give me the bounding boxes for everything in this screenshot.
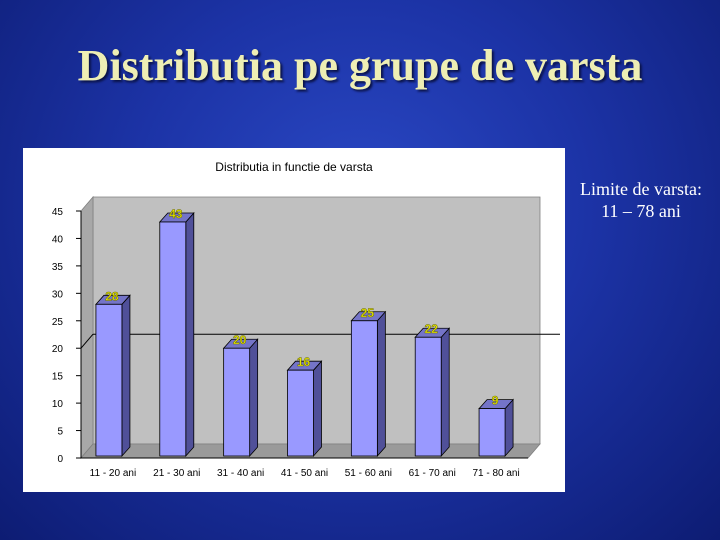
bar [414,327,451,458]
bar-side [376,310,386,458]
x-tick-label: 71 - 80 ani [472,468,519,479]
y-axis-ticks: 0 5 10 15 20 25 30 35 40 45 [52,207,81,465]
y-tick-label: 0 [57,454,63,465]
y-tick-label: 10 [52,399,64,410]
x-tick-label: 21 - 30 ani [153,468,200,479]
y-tick-label: 5 [57,427,63,438]
reference-gridline-side [80,333,94,349]
bar-front [159,221,187,457]
bar-side [313,360,322,458]
bar [478,398,514,458]
x-tick-label: 61 - 70 ani [409,468,456,479]
chart-panel: Distributia in functie de varsta 0 5 10 15 2… [23,148,565,492]
y-tick-label: 20 [52,344,64,355]
y-tick-label: 45 [52,207,64,218]
bar-side [185,211,195,458]
x-tick-label: 51 - 60 ani [345,468,392,479]
y-tick-label: 40 [52,234,64,245]
bar-side [121,294,131,458]
bars [95,211,514,458]
data-label: 9 [492,394,499,408]
y-tick-label: 35 [52,262,64,273]
chart-title: Distributia in functie de varsta [215,160,373,174]
data-label: 16 [297,355,311,369]
data-label: 22 [425,322,439,336]
data-labels: 28 43 20 16 25 22 9 [105,207,499,408]
y-tick-label: 25 [52,317,64,328]
bar-chart: Distributia in functie de varsta 0 5 10 15 2… [52,160,560,479]
age-limits-note: Limite de varsta: 11 – 78 ani [566,178,716,222]
x-axis-ticks: 11 - 20 ani 21 - 30 ani 31 - 40 ani 41 - 50… [90,468,520,479]
bar-front [287,369,314,457]
age-limits-label: Limite de varsta: [580,179,702,199]
age-limits-range: 11 – 78 ani [601,201,681,221]
x-tick-label: 41 - 50 ani [281,468,328,479]
x-tick-label: 11 - 20 ani [90,468,137,479]
data-label: 20 [233,333,247,347]
bar-front [350,320,378,457]
data-label: 25 [361,306,375,320]
bar-side [504,398,514,458]
bar [350,310,387,458]
bar [95,294,131,458]
bar-front [478,408,506,457]
data-label: 43 [169,207,183,221]
y-tick-label: 30 [52,289,64,300]
bar-front [95,303,123,457]
bar-side [440,327,450,458]
bar-front [414,336,442,457]
y-tick-label: 15 [52,372,64,383]
bar-side [249,338,259,458]
plot-side-wall [80,195,94,460]
bar [286,360,323,458]
x-tick-label: 31 - 40 ani [217,468,264,479]
data-label: 28 [105,289,119,303]
bar [158,211,195,458]
bar [222,338,259,458]
slide-title: Distributia pe grupe de varsta [77,41,643,90]
bar-front [223,347,251,457]
